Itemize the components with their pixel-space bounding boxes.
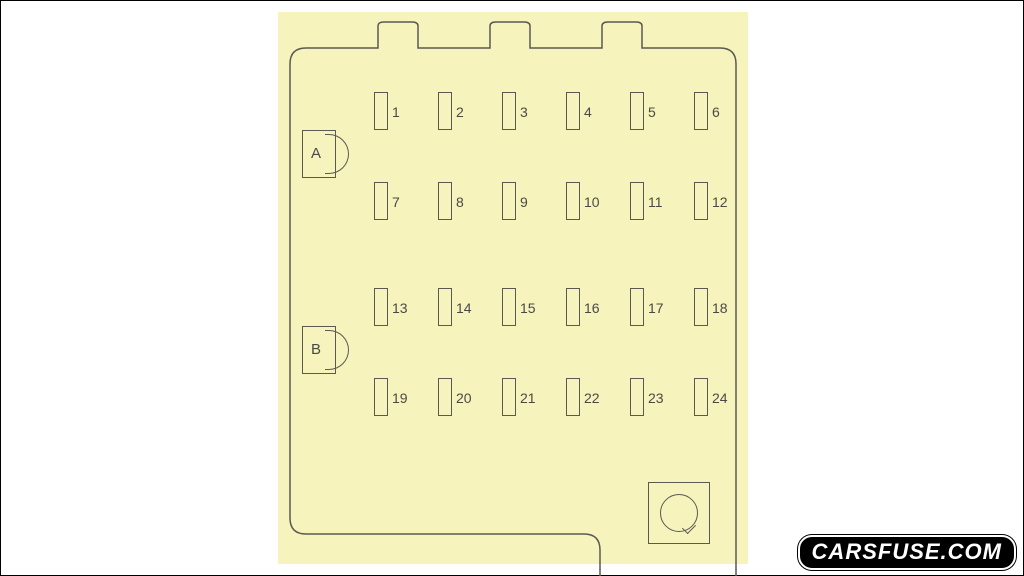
fuse-slot bbox=[502, 182, 516, 220]
fuse-slot bbox=[566, 378, 580, 416]
fuse-label: 9 bbox=[520, 195, 528, 209]
fuse-slot bbox=[502, 288, 516, 326]
fuse-label: 17 bbox=[648, 301, 664, 315]
fuse-label: 19 bbox=[392, 391, 408, 405]
fuse-slot bbox=[694, 378, 708, 416]
fuse-slot bbox=[438, 92, 452, 130]
fuse-label: 21 bbox=[520, 391, 536, 405]
fuse-slot bbox=[566, 182, 580, 220]
fuse-slot bbox=[502, 92, 516, 130]
fuse-label: 7 bbox=[392, 195, 400, 209]
fuse-label: 10 bbox=[584, 195, 600, 209]
relay-b: B bbox=[302, 326, 336, 374]
fuse-label: 18 bbox=[712, 301, 728, 315]
fuse-slot bbox=[694, 92, 708, 130]
fuse-slot bbox=[438, 378, 452, 416]
fuse-slot bbox=[630, 92, 644, 130]
fuse-slot bbox=[502, 378, 516, 416]
watermark-text: CARSFUSE.COM bbox=[812, 539, 1002, 564]
fuse-slot bbox=[630, 288, 644, 326]
fuse-slot bbox=[630, 182, 644, 220]
fuse-slot bbox=[438, 182, 452, 220]
fuse-slot bbox=[374, 288, 388, 326]
fuse-slot bbox=[694, 288, 708, 326]
fuse-slot bbox=[566, 92, 580, 130]
fuse-label: 23 bbox=[648, 391, 664, 405]
relay-label: A bbox=[311, 145, 321, 162]
relay-a: A bbox=[302, 130, 336, 178]
fuse-label: 6 bbox=[712, 105, 720, 119]
fuse-label: 20 bbox=[456, 391, 472, 405]
fuse-label: 14 bbox=[456, 301, 472, 315]
fuse-slot bbox=[630, 378, 644, 416]
fuse-label: 24 bbox=[712, 391, 728, 405]
fuse-label: 1 bbox=[392, 105, 400, 119]
fuse-label: 13 bbox=[392, 301, 408, 315]
fuse-label: 3 bbox=[520, 105, 528, 119]
connector-box bbox=[648, 482, 710, 544]
fuse-slot bbox=[438, 288, 452, 326]
fuse-slot bbox=[566, 288, 580, 326]
fuse-label: 8 bbox=[456, 195, 464, 209]
relay-label: B bbox=[311, 341, 321, 358]
fuse-label: 5 bbox=[648, 105, 656, 119]
fuse-label: 11 bbox=[648, 195, 663, 209]
fuse-slot bbox=[374, 378, 388, 416]
fuse-label: 2 bbox=[456, 105, 464, 119]
fuse-label: 22 bbox=[584, 391, 600, 405]
watermark-badge: CARSFUSE.COM bbox=[798, 535, 1016, 570]
fuse-label: 12 bbox=[712, 195, 728, 209]
fuse-label: 4 bbox=[584, 105, 592, 119]
fuse-label: 15 bbox=[520, 301, 536, 315]
fuse-slot bbox=[374, 182, 388, 220]
fuse-label: 16 bbox=[584, 301, 600, 315]
fuse-slot bbox=[374, 92, 388, 130]
fuse-slot bbox=[694, 182, 708, 220]
